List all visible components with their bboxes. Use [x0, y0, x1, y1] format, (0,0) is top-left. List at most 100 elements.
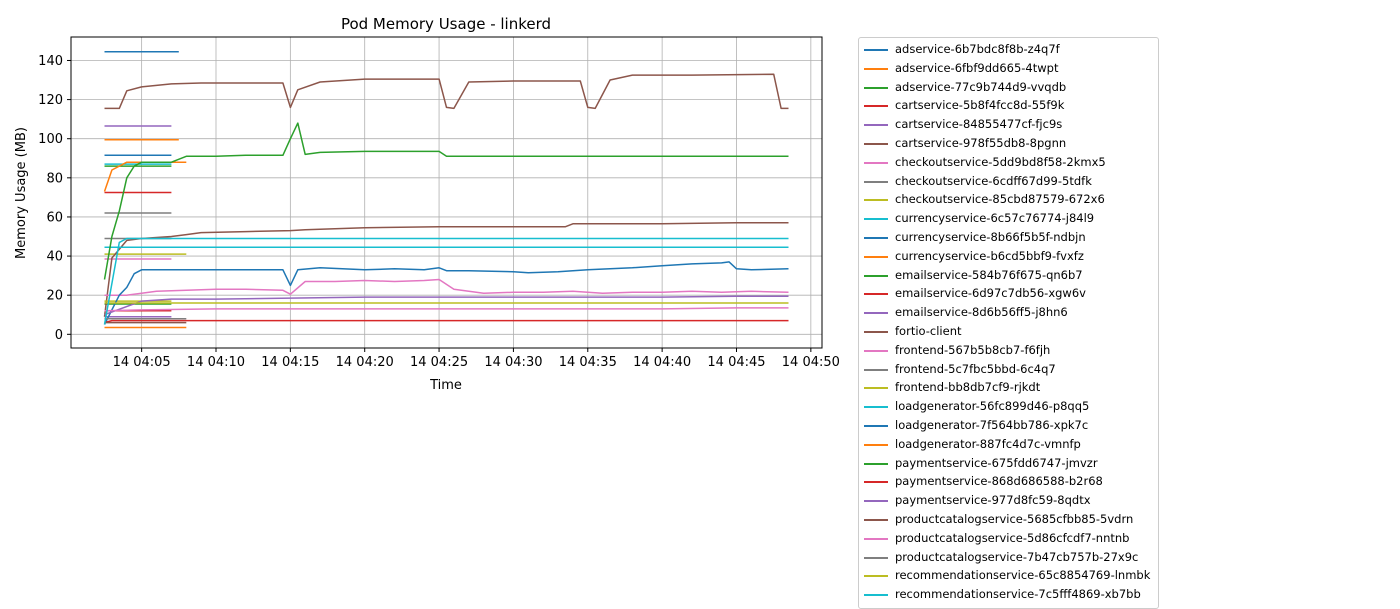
legend-label: checkoutservice-5dd9bd8f58-2kmx5: [895, 154, 1106, 169]
x-tick-label: 14 04:50: [782, 355, 840, 370]
grid-lines: [71, 37, 822, 348]
legend-label: paymentservice-868d686588-b2r68: [895, 474, 1103, 489]
y-tick-label: 60: [46, 210, 63, 225]
legend-swatch: [864, 49, 888, 51]
legend-swatch: [864, 237, 888, 239]
y-tick-label: 140: [38, 54, 63, 69]
legend-swatch: [864, 312, 888, 315]
legend-item: cartservice-978f55db8-8pgnn: [859, 135, 1158, 153]
x-tick-label: 14 04:25: [410, 355, 468, 370]
legend-swatch: [864, 143, 888, 145]
legend-swatch: [864, 575, 888, 578]
legend-item: checkoutservice-85cbd87579-672x6: [859, 191, 1158, 209]
line-chart: 14 04:05 14 04:10 14 04:15 14 04:20 14 04:25…: [14, 15, 840, 393]
legend-swatch: [864, 67, 888, 70]
legend-label: adservice-6fbf9dd665-4twpt: [895, 60, 1059, 75]
legend-swatch: [864, 180, 888, 183]
legend-swatch: [864, 406, 888, 409]
legend-swatch: [864, 425, 888, 427]
legend-item: cartservice-5b8f4fcc8d-55f9k: [859, 97, 1158, 115]
y-tick-label: 80: [46, 171, 63, 186]
legend-label: currencyservice-6c57c76774-j84l9: [895, 211, 1095, 226]
legend-item: currencyservice-b6cd5bbf9-fvxfz: [859, 248, 1158, 266]
legend-item: currencyservice-8b66f5b5f-ndbjn: [859, 229, 1158, 247]
legend-label: checkoutservice-85cbd87579-672x6: [895, 192, 1105, 207]
legend-label: adservice-77c9b744d9-vvqdb: [895, 79, 1067, 94]
legend-item: emailservice-584b76f675-qn6b7: [859, 267, 1158, 285]
legend-label: productcatalogservice-7b47cb757b-27x9c: [895, 549, 1139, 564]
legend-label: frontend-bb8db7cf9-rjkdt: [895, 380, 1041, 395]
legend-label: cartservice-5b8f4fcc8d-55f9k: [895, 98, 1065, 113]
series-line-paymentservice-675fdd6747-jmvzr: [103, 122, 789, 280]
legend-item: productcatalogservice-7b47cb757b-27x9c: [859, 549, 1158, 567]
legend-item: productcatalogservice-5685cfbb85-5vdrn: [859, 511, 1158, 529]
series-lines: [103, 50, 789, 329]
legend-swatch: [864, 86, 888, 89]
legend-label: cartservice-978f55db8-8pgnn: [895, 136, 1067, 150]
series-line-recommendationservice-7c5fff4869-xb7bb: [103, 237, 789, 325]
legend-swatch: [864, 537, 888, 540]
y-tick-label: 20: [46, 289, 63, 304]
series-line-loadgenerator-7f564bb786-xpk7c: [103, 261, 789, 325]
legend-swatch: [864, 161, 888, 164]
legend-item: paymentservice-868d686588-b2r68: [859, 473, 1158, 491]
x-tick-label: 14 04:45: [707, 355, 765, 370]
legend-item: adservice-6fbf9dd665-4twpt: [859, 60, 1158, 78]
y-axis-label: Memory Usage (MB): [14, 127, 29, 259]
series-line-paymentservice-977d8fc59-8qdtx: [104, 295, 789, 316]
legend-swatch: [864, 462, 888, 465]
legend-item: checkoutservice-5dd9bd8f58-2kmx5: [859, 154, 1158, 172]
legend-swatch: [864, 255, 888, 258]
legend-label: paymentservice-977d8fc59-8qdtx: [895, 493, 1091, 508]
legend-item: fortio-client: [859, 323, 1158, 341]
legend-swatch: [864, 481, 888, 484]
x-tick-label: 14 04:15: [261, 355, 319, 370]
legend-label: emailservice-8d6b56ff5-j8hn6: [895, 305, 1068, 320]
legend-swatch: [864, 349, 888, 352]
legend-item: frontend-5c7fbc5bbd-6c4q7: [859, 361, 1158, 379]
x-tick-label: 14 04:05: [113, 355, 171, 370]
legend-label: loadgenerator-56fc899d46-p8qq5: [895, 399, 1090, 414]
chart-title: Pod Memory Usage - linkerd: [341, 15, 551, 33]
y-axis-ticks: 0 20 40 60 80 100 120 140: [38, 54, 71, 343]
x-axis-label: Time: [429, 378, 462, 393]
legend-swatch: [864, 274, 888, 277]
legend-swatch: [864, 293, 888, 296]
legend-label: frontend-567b5b8cb7-f6fjh: [895, 342, 1051, 357]
legend-swatch: [864, 199, 888, 202]
legend-label: emailservice-6d97c7db56-xgw6v: [895, 286, 1086, 301]
series-line-paymentservice-868d686588-b2r68: [104, 319, 789, 324]
legend-swatch: [864, 368, 888, 371]
legend-label: recommendationservice-7c5fff4869-xb7bb: [895, 587, 1141, 602]
series-line-productcatalogservice-5d86cfcdf7-nntnb: [104, 307, 789, 312]
legend-label: paymentservice-675fdd6747-jmvzr: [895, 455, 1098, 470]
legend-label: recommendationservice-65c8854769-lnmbk: [895, 568, 1151, 583]
legend-swatch: [864, 218, 888, 221]
legend-label: productcatalogservice-5d86cfcdf7-nntnb: [895, 530, 1130, 545]
legend-label: checkoutservice-6cdff67d99-5tdfk: [895, 173, 1092, 188]
legend-label: currencyservice-b6cd5bbf9-fvxfz: [895, 248, 1084, 263]
legend-label: productcatalogservice-5685cfbb85-5vdrn: [895, 512, 1134, 526]
legend-swatch: [864, 500, 888, 503]
legend-label: currencyservice-8b66f5b5f-ndbjn: [895, 230, 1086, 244]
legend-swatch: [864, 387, 888, 390]
legend-item: adservice-77c9b744d9-vvqdb: [859, 79, 1158, 97]
legend-item: emailservice-8d6b56ff5-j8hn6: [859, 304, 1158, 322]
legend-swatch: [864, 594, 888, 597]
y-tick-label: 120: [38, 93, 63, 108]
legend-label: cartservice-84855477cf-fjc9s: [895, 117, 1063, 132]
plot-frame: [70, 36, 823, 349]
legend-item: frontend-bb8db7cf9-rjkdt: [859, 379, 1158, 397]
legend-label: emailservice-584b76f675-qn6b7: [895, 267, 1083, 282]
y-tick-label: 40: [46, 250, 63, 265]
legend-item: cartservice-84855477cf-fjc9s: [859, 116, 1158, 134]
legend-item: emailservice-6d97c7db56-xgw6v: [859, 285, 1158, 303]
legend-label: fortio-client: [895, 324, 962, 338]
x-tick-label: 14 04:35: [559, 355, 617, 370]
legend-label: adservice-6b7bdc8f8b-z4q7f: [895, 42, 1060, 56]
legend-item: checkoutservice-6cdff67d99-5tdfk: [859, 173, 1158, 191]
series-line-cartservice-978f55db8-8pgnn: [104, 73, 789, 110]
y-tick-label: 100: [38, 132, 63, 147]
legend-label: frontend-5c7fbc5bbd-6c4q7: [895, 361, 1056, 376]
x-tick-label: 14 04:20: [336, 355, 394, 370]
